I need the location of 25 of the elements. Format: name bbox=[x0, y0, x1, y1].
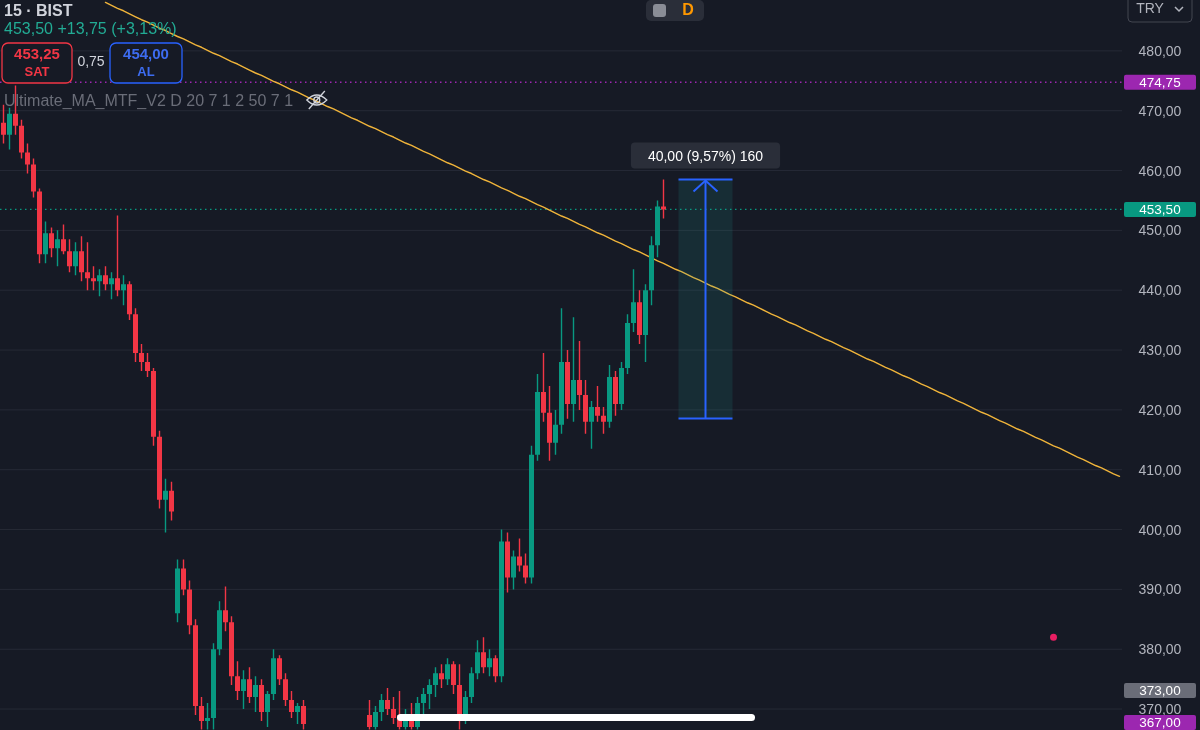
text: TRY bbox=[1136, 0, 1165, 16]
y-tick-label: 480,00 bbox=[1138, 42, 1182, 59]
y-tick-label: 370,00 bbox=[1138, 701, 1182, 718]
annotation: 454,00 bbox=[123, 45, 169, 62]
ref-line-label: 474,75 bbox=[1139, 75, 1181, 91]
annotation: 0,75 bbox=[77, 53, 105, 69]
annotation: AL bbox=[137, 64, 155, 79]
annotation: 453,25 bbox=[14, 45, 60, 62]
annotation: D bbox=[682, 1, 694, 18]
y-tick-label: 390,00 bbox=[1138, 581, 1182, 598]
ref-line-label: 453,50 bbox=[1139, 202, 1181, 218]
annotation: 40,00 (9,57%) 160 bbox=[647, 147, 764, 164]
annotation: SAT bbox=[24, 64, 50, 79]
y-tick-label: 380,00 bbox=[1138, 641, 1182, 658]
y-tick-label: 400,00 bbox=[1138, 521, 1182, 538]
y-tick-label: 460,00 bbox=[1138, 162, 1182, 179]
y-tick-label: 440,00 bbox=[1138, 282, 1182, 299]
y-tick-label: 430,00 bbox=[1138, 342, 1182, 359]
y-tick-label: 420,00 bbox=[1138, 401, 1182, 418]
text: 373,00 bbox=[1139, 683, 1181, 699]
y-tick-label: 410,00 bbox=[1138, 461, 1182, 478]
text: 367,00 bbox=[1139, 715, 1181, 730]
y-tick-label: 470,00 bbox=[1138, 102, 1182, 119]
y-tick-label: 450,00 bbox=[1138, 222, 1182, 239]
chart-title: 15 · BIST bbox=[4, 2, 73, 19]
